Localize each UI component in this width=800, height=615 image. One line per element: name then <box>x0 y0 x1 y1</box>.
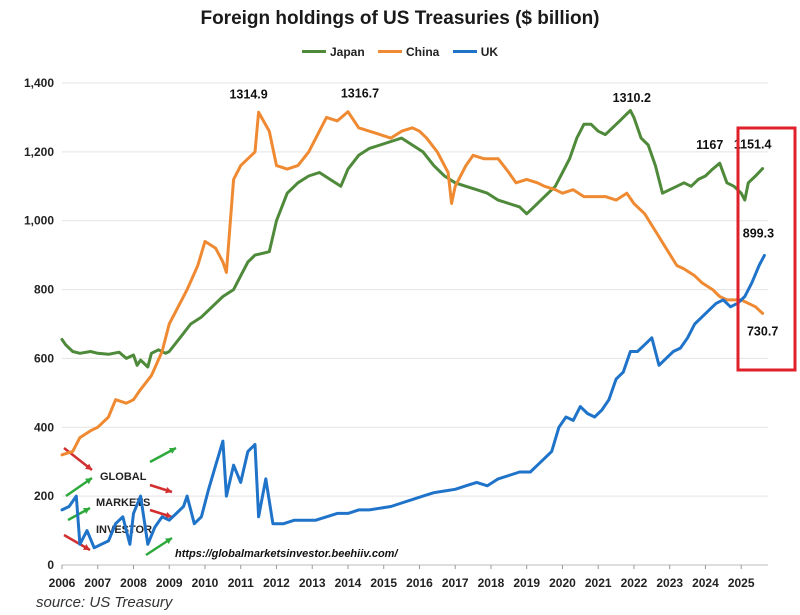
x-tick-label: 2014 <box>335 576 362 590</box>
highlight-box <box>736 126 797 372</box>
watermark-arrowhead <box>165 511 172 519</box>
watermark-arrowhead <box>165 538 172 545</box>
watermark-word: GLOBAL <box>100 471 147 483</box>
y-tick-label: 0 <box>47 558 54 572</box>
legend-item-japan: Japan <box>301 44 365 59</box>
chart-title: Foreign holdings of US Treasuries ($ bil… <box>200 8 600 29</box>
legend-label-uk: UK <box>480 44 499 59</box>
data-annotations: 1314.9 1316.7 1310.2 1167 1151.4 899.3 730.7 <box>229 87 778 339</box>
y-tick-label: 400 <box>34 420 54 434</box>
axes: 0 200 400 600 800 1,000 1,200 1,400 2006 2007 2008… <box>24 76 768 590</box>
x-tick-label: 2019 <box>513 576 540 590</box>
data-label: 730.7 <box>747 324 778 338</box>
x-tick-label: 2020 <box>549 576 576 590</box>
y-tick-label: 600 <box>34 351 54 365</box>
x-tick-label: 2025 <box>728 576 755 590</box>
y-tick-label: 1,000 <box>24 214 54 228</box>
y-tick-label: 200 <box>34 489 54 503</box>
data-label: 1316.7 <box>341 87 379 101</box>
x-tick-label: 2009 <box>156 576 183 590</box>
x-tick-label: 2018 <box>478 576 505 590</box>
watermark-arrowhead <box>85 463 92 470</box>
x-tick-label: 2015 <box>370 576 397 590</box>
x-tick-label: 2006 <box>49 576 76 590</box>
legend-swatch-china <box>378 50 402 53</box>
source-url: https://globalmarketsinvestor.beehiiv.co… <box>175 548 398 560</box>
watermark-arrowhead <box>83 507 90 514</box>
legend-label-japan: Japan <box>329 44 365 59</box>
watermark-word: INVESTOR <box>96 524 152 536</box>
series-line-uk <box>60 253 766 550</box>
y-tick-label: 800 <box>34 283 54 297</box>
data-label: 1151.4 <box>734 138 772 152</box>
x-tick-label: 2016 <box>406 576 433 590</box>
series-lines <box>60 109 766 550</box>
data-label: 899.3 <box>743 226 774 240</box>
x-tick-label: 2023 <box>656 576 683 590</box>
x-tick-label: 2011 <box>228 576 254 590</box>
legend-swatch-japan <box>301 50 326 53</box>
x-tick-label: 2007 <box>84 576 111 590</box>
watermark-arrowhead <box>85 478 92 485</box>
legend-swatch-uk <box>452 50 477 53</box>
x-tick-label: 2013 <box>299 576 326 590</box>
legend: Japan China UK <box>0 42 800 59</box>
legend-item-china: China <box>378 45 439 59</box>
y-tick-label: 1,200 <box>24 145 54 159</box>
x-tick-label: 2008 <box>120 576 147 590</box>
legend-label-china: China <box>406 44 440 59</box>
x-tick-label: 2017 <box>442 576 469 590</box>
data-label: 1167 <box>696 138 723 152</box>
watermark-arrowhead <box>169 447 176 454</box>
x-tick-label: 2021 <box>585 576 612 590</box>
data-label: 1310.2 <box>613 91 651 105</box>
data-label: 1314.9 <box>229 87 267 101</box>
x-tick-label: 2012 <box>263 576 290 590</box>
x-tick-label: 2010 <box>192 576 219 590</box>
watermark-arrowhead <box>165 486 172 494</box>
watermark-arrowhead <box>83 544 90 550</box>
legend-item-uk: UK <box>452 44 499 59</box>
x-tick-label: 2022 <box>621 576 648 590</box>
source-note: source: US Treasury <box>36 594 173 611</box>
series-line-china <box>60 110 765 457</box>
x-tick-label: 2024 <box>692 576 719 590</box>
y-tick-label: 1,400 <box>24 76 54 90</box>
